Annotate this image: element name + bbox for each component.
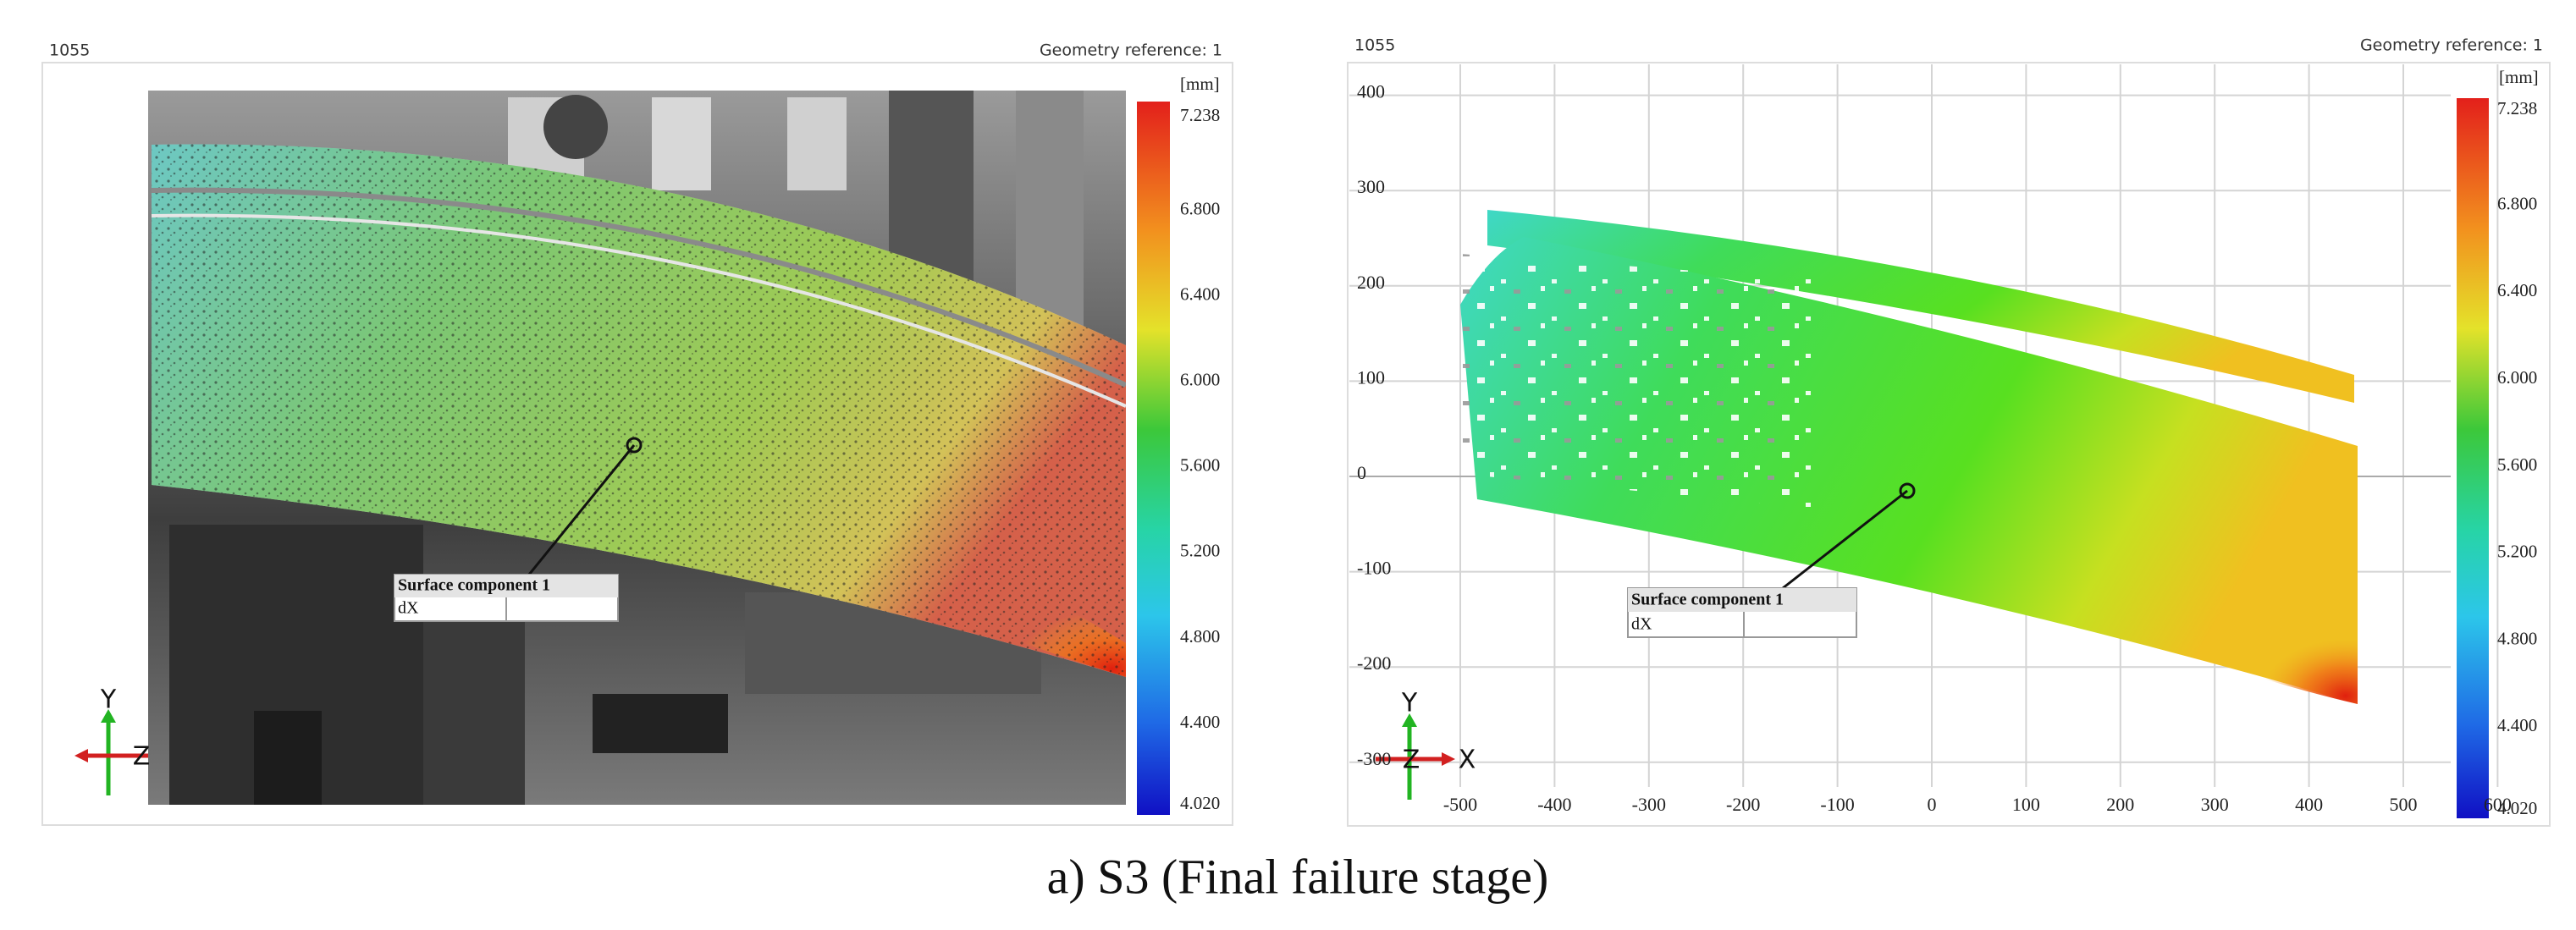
geometry-reference: Geometry reference: 1 xyxy=(1040,41,1222,60)
callout-row: dX xyxy=(1631,615,1652,634)
axis-label: Z xyxy=(1403,746,1420,775)
colorbar-tick-label: 4.020 xyxy=(2497,798,2537,818)
colorbar-tick-label: 6.400 xyxy=(2497,280,2537,300)
axis-label: Z xyxy=(133,742,151,772)
x-tick-label: -100 xyxy=(1820,794,1854,815)
x-tick-label: -500 xyxy=(1443,794,1477,815)
grid xyxy=(1349,64,2499,787)
panel-id: 1055 xyxy=(49,41,90,60)
y-tick-label: 400 xyxy=(1357,81,1385,102)
colorbar-tick-label: 5.600 xyxy=(2497,454,2537,475)
colorbar-unit: [mm] xyxy=(1180,74,1220,94)
colorbar-tick-label: 4.800 xyxy=(1180,626,1220,647)
x-tick-label: 400 xyxy=(2295,794,2323,815)
x-tick-label: 200 xyxy=(2106,794,2134,815)
y-tick-label: -300 xyxy=(1357,748,1391,769)
x-tick-label: 600 xyxy=(2484,794,2512,815)
colorbar-tick-label: 6.000 xyxy=(1180,370,1220,390)
callout-title: Surface component 1 xyxy=(1631,591,1784,609)
y-tick-label: 0 xyxy=(1357,462,1366,483)
colorbar-tick-label: 4.400 xyxy=(2497,715,2537,735)
y-tick-label: -100 xyxy=(1357,558,1391,579)
axis-label: Y xyxy=(1401,689,1418,718)
x-tick-label: 0 xyxy=(1928,794,1937,815)
y-tick-label: -200 xyxy=(1357,652,1391,674)
callout-row: dX xyxy=(398,599,419,618)
geometry-reference: Geometry reference: 1 xyxy=(2360,36,2543,55)
x-tick-label: 500 xyxy=(2390,794,2418,815)
callout: Surface component 1 dX xyxy=(394,437,643,622)
axis-label: Y xyxy=(100,685,117,715)
colorbar-tick-label: 5.200 xyxy=(1180,541,1220,561)
y-tick-label: 200 xyxy=(1357,272,1385,293)
colorbar xyxy=(1137,102,1170,815)
axis-triad: Y Z X xyxy=(1376,689,1476,800)
colorbar-tick-label: 4.400 xyxy=(1180,712,1220,732)
colorbar-tick-label: 4.800 xyxy=(2497,628,2537,648)
surface xyxy=(1460,210,2358,704)
x-tick-label: -400 xyxy=(1537,794,1571,815)
colorbar-tick-label: 6.000 xyxy=(2497,367,2537,388)
x-tick-label: 100 xyxy=(2012,794,2040,815)
axis-triad: Y Z xyxy=(74,685,151,795)
colorbar-tick-label: 5.200 xyxy=(2497,542,2537,562)
photo xyxy=(148,91,1126,805)
colorbar-tick-label: 5.600 xyxy=(1180,455,1220,476)
caption: a) S3 (Final failure stage) xyxy=(1047,849,1549,904)
colorbar-tick-label: 6.800 xyxy=(1180,198,1220,218)
panel-id: 1055 xyxy=(1354,36,1395,55)
colorbar-tick-label: 6.400 xyxy=(1180,284,1220,305)
axis-label: X xyxy=(1459,746,1476,775)
callout-title: Surface component 1 xyxy=(398,576,550,595)
callout: Surface component 1 dX xyxy=(1627,482,1916,638)
colorbar xyxy=(2457,98,2489,818)
y-tick-label: 100 xyxy=(1357,366,1385,388)
x-tick-label: -300 xyxy=(1632,794,1666,815)
colorbar-tick-label: 4.020 xyxy=(1180,793,1220,813)
colorbar-tick-label: 6.800 xyxy=(2497,193,2537,213)
colorbar-tick-label: 7.238 xyxy=(1180,105,1220,125)
colorbar-tick-label: 7.238 xyxy=(2497,98,2537,118)
y-tick-label: 300 xyxy=(1357,176,1385,197)
x-tick-label: 300 xyxy=(2201,794,2229,815)
x-tick-label: -200 xyxy=(1726,794,1760,815)
colorbar-unit: [mm] xyxy=(2499,67,2539,87)
